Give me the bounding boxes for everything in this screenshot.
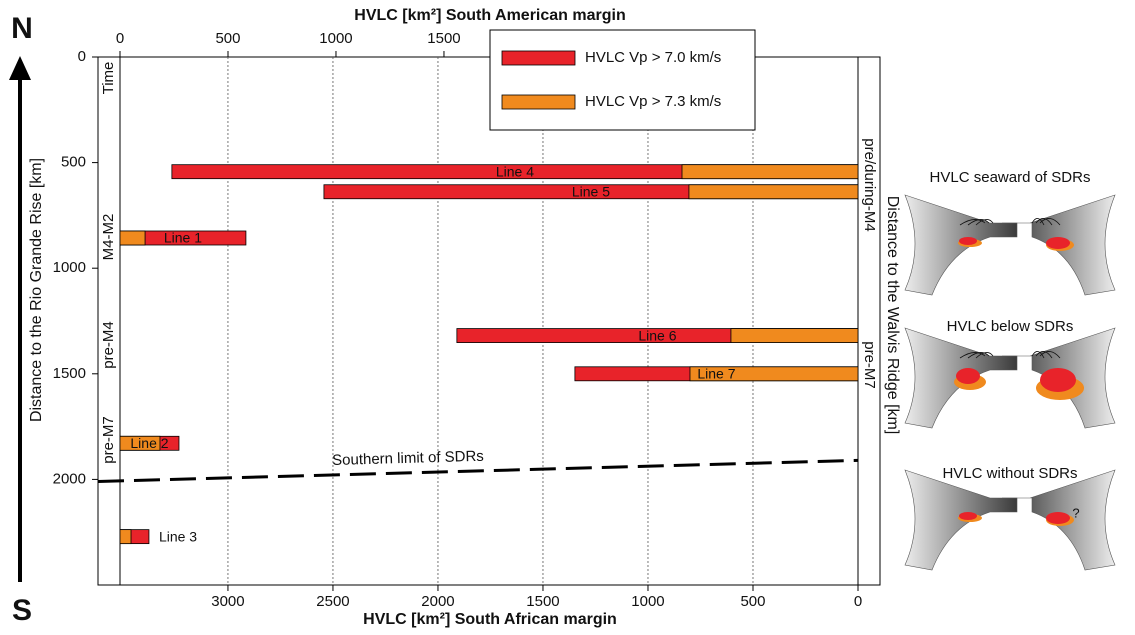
schematic-title: HVLC below SDRs <box>947 318 1074 335</box>
period-label: pre/during-M4 <box>861 138 878 231</box>
schematic-title: HVLC seaward of SDRs <box>930 169 1091 186</box>
bar-label: Line 1 <box>164 230 202 246</box>
bar-label: Line 4 <box>496 163 534 179</box>
period-label: pre-M4 <box>100 321 117 369</box>
figure: N S HVLC [km²] South American margin HVL… <box>0 0 1135 635</box>
period-label: pre-M7 <box>100 416 117 464</box>
legend-label: HVLC Vp > 7.0 km/s <box>585 49 721 66</box>
bar <box>682 165 858 179</box>
time-label: Time <box>100 62 117 95</box>
x-tick-label-bottom: 1500 <box>526 593 559 610</box>
legend-label: HVLC Vp > 7.3 km/s <box>585 93 721 110</box>
x-tick-label-bottom: 3000 <box>211 593 244 610</box>
y-tick-label: 0 <box>78 48 86 65</box>
hvlc-red <box>959 512 977 520</box>
x-label-top: HVLC [km²] South American margin <box>354 7 625 24</box>
bar <box>120 231 145 245</box>
x-tick-label-top: 1000 <box>319 30 352 47</box>
legend-swatch <box>502 51 575 65</box>
north-label: N <box>11 12 33 45</box>
x-tick-label-top: 0 <box>116 30 124 47</box>
hvlc-red <box>1046 237 1070 249</box>
south-label: S <box>12 594 32 627</box>
bar <box>689 185 858 199</box>
x-tick-label-bottom: 0 <box>854 593 862 610</box>
bar <box>731 329 858 343</box>
y-tick-label: 1500 <box>53 365 86 382</box>
bar-label: Line 2 <box>130 435 168 451</box>
x-label-bottom: HVLC [km²] South African margin <box>363 611 617 628</box>
x-tick-label-top: 500 <box>215 30 240 47</box>
bar-label: Line 3 <box>159 528 197 544</box>
x-tick-label-bottom: 2000 <box>421 593 454 610</box>
schematic-title: HVLC without SDRs <box>942 465 1077 482</box>
x-tick-label-bottom: 2500 <box>316 593 349 610</box>
plot-frame <box>98 57 880 585</box>
bar-label: Line 5 <box>572 183 610 199</box>
hvlc-red <box>959 237 977 245</box>
x-tick-label-top: 1500 <box>427 30 460 47</box>
legend-swatch <box>502 95 575 109</box>
x-tick-label-bottom: 500 <box>740 593 765 610</box>
y2-label: Distance to the Walvis Ridge [km] <box>884 196 901 435</box>
hvlc-red <box>1046 512 1070 524</box>
bar <box>120 530 131 544</box>
period-label: pre-M7 <box>861 341 878 389</box>
y-label: Distance to the Rio Grande Rise [km] <box>28 158 45 422</box>
y-tick-label: 500 <box>61 154 86 171</box>
legend-box <box>490 30 755 130</box>
schematics: HVLC seaward of SDRs HVLC below SDRs HVLC … <box>905 169 1115 570</box>
x-tick-label-bottom: 1000 <box>631 593 664 610</box>
bar-label: Line 7 <box>697 366 735 382</box>
y-tick-label: 1000 <box>53 259 86 276</box>
hvlc-red <box>1040 368 1076 392</box>
y-tick-label: 2000 <box>53 470 86 487</box>
period-label: M4-M2 <box>100 214 117 261</box>
sdr-limit-label: Southern limit of SDRs <box>332 448 484 469</box>
question-mark: ? <box>1072 505 1079 520</box>
arrow-head <box>9 56 31 80</box>
hvlc-red <box>956 368 980 384</box>
bar-label: Line 6 <box>638 327 676 343</box>
